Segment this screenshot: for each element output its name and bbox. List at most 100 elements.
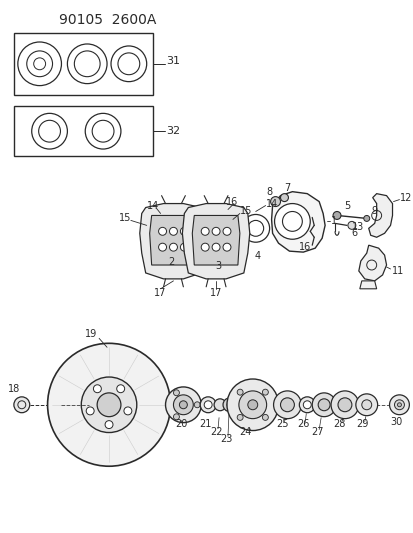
Text: 12: 12: [399, 192, 412, 203]
Text: 24: 24: [239, 426, 252, 437]
Circle shape: [274, 204, 309, 239]
Text: 3: 3: [214, 261, 221, 271]
Circle shape: [389, 395, 408, 415]
Circle shape: [270, 197, 280, 206]
Circle shape: [200, 397, 216, 413]
Text: 28: 28: [332, 418, 344, 429]
Circle shape: [169, 228, 177, 235]
Circle shape: [237, 415, 242, 421]
Circle shape: [311, 393, 335, 417]
Text: 17: 17: [209, 288, 222, 298]
Circle shape: [226, 379, 278, 431]
Circle shape: [280, 398, 294, 411]
Circle shape: [330, 391, 358, 418]
Circle shape: [93, 385, 101, 393]
Circle shape: [214, 399, 225, 411]
Polygon shape: [140, 204, 206, 279]
Circle shape: [81, 377, 136, 432]
Text: 5: 5: [343, 200, 349, 211]
Bar: [14, 107, 152, 156]
Circle shape: [280, 193, 288, 201]
Text: 16: 16: [299, 242, 311, 252]
Circle shape: [173, 395, 193, 415]
Circle shape: [223, 228, 230, 235]
Polygon shape: [182, 204, 249, 279]
Circle shape: [158, 243, 166, 251]
Text: 27: 27: [310, 426, 323, 437]
Circle shape: [237, 389, 242, 395]
Text: 6: 6: [351, 228, 357, 238]
Circle shape: [332, 212, 340, 220]
Text: 15: 15: [119, 213, 131, 223]
Circle shape: [14, 397, 30, 413]
Circle shape: [201, 228, 209, 235]
Text: 16: 16: [225, 197, 237, 207]
Circle shape: [363, 215, 369, 221]
Text: 7: 7: [284, 183, 290, 193]
Circle shape: [180, 243, 188, 251]
Text: 26: 26: [297, 418, 309, 429]
Text: 21: 21: [199, 418, 211, 429]
Circle shape: [226, 402, 233, 408]
Text: 20: 20: [175, 418, 187, 429]
Polygon shape: [150, 215, 197, 265]
Circle shape: [238, 391, 266, 418]
Circle shape: [355, 394, 377, 416]
Text: 23: 23: [219, 434, 232, 445]
Text: 17: 17: [154, 288, 166, 298]
Text: 14: 14: [146, 200, 159, 211]
Circle shape: [201, 243, 209, 251]
Circle shape: [116, 385, 124, 393]
Polygon shape: [359, 281, 376, 289]
Polygon shape: [192, 215, 239, 265]
Circle shape: [86, 407, 94, 415]
Circle shape: [211, 243, 220, 251]
Circle shape: [318, 399, 329, 411]
Circle shape: [173, 390, 179, 395]
Circle shape: [179, 401, 187, 409]
Circle shape: [303, 401, 311, 409]
Circle shape: [262, 415, 268, 421]
Circle shape: [105, 421, 113, 429]
Text: 4: 4: [254, 251, 260, 261]
Circle shape: [223, 243, 230, 251]
Text: 15: 15: [239, 206, 252, 216]
Polygon shape: [358, 245, 386, 281]
Text: 22: 22: [209, 426, 222, 437]
Circle shape: [194, 402, 200, 408]
Text: 11: 11: [391, 266, 403, 276]
Circle shape: [361, 400, 371, 410]
Text: 90105  2600A: 90105 2600A: [59, 13, 157, 27]
Circle shape: [97, 393, 121, 417]
Circle shape: [47, 343, 170, 466]
Text: 8: 8: [266, 187, 272, 197]
Circle shape: [211, 228, 220, 235]
Circle shape: [123, 407, 131, 415]
Polygon shape: [368, 193, 392, 237]
Bar: [14, 33, 152, 94]
Circle shape: [347, 221, 355, 229]
Text: 31: 31: [166, 56, 180, 66]
Text: 25: 25: [275, 418, 288, 429]
Bar: [159, 208, 187, 248]
Circle shape: [165, 387, 201, 423]
Text: 19: 19: [85, 329, 97, 340]
Circle shape: [223, 398, 236, 411]
Circle shape: [396, 403, 401, 407]
Circle shape: [247, 400, 257, 410]
Circle shape: [299, 397, 314, 413]
Circle shape: [158, 228, 166, 235]
Text: 13: 13: [351, 222, 363, 232]
Circle shape: [337, 398, 351, 411]
Text: 9: 9: [371, 206, 377, 216]
Circle shape: [204, 401, 211, 409]
Text: 1: 1: [330, 216, 336, 227]
Circle shape: [394, 400, 404, 410]
Text: 18: 18: [8, 384, 20, 394]
Circle shape: [173, 414, 179, 420]
Text: 14: 14: [265, 199, 277, 208]
Text: 2: 2: [168, 257, 174, 267]
Circle shape: [169, 243, 177, 251]
Circle shape: [273, 391, 301, 418]
Text: 30: 30: [389, 417, 401, 426]
